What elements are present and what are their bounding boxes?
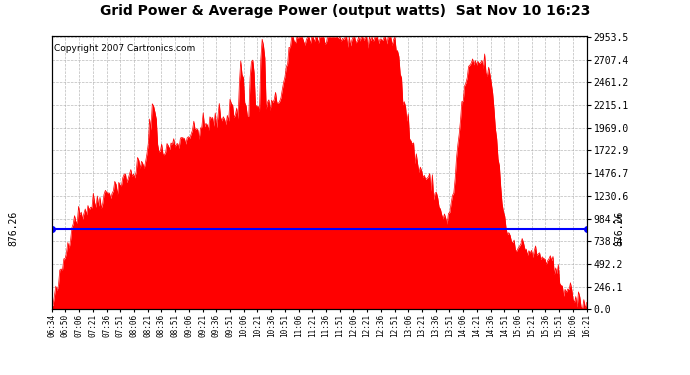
- Text: 876.26: 876.26: [615, 210, 624, 246]
- Text: Grid Power & Average Power (output watts)  Sat Nov 10 16:23: Grid Power & Average Power (output watts…: [100, 4, 590, 18]
- Text: 876.26: 876.26: [9, 210, 19, 246]
- Text: Copyright 2007 Cartronics.com: Copyright 2007 Cartronics.com: [55, 44, 196, 53]
